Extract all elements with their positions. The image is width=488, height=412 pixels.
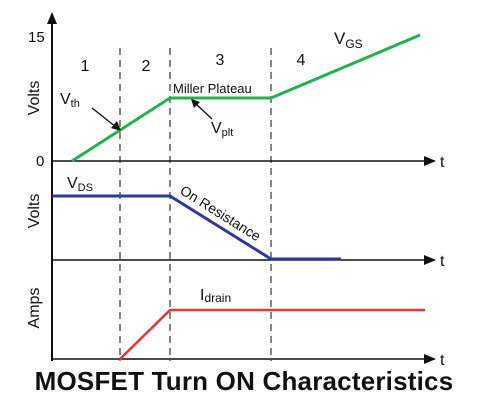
vds-label-sub: DS bbox=[78, 182, 93, 194]
vplt-pointer-arrow bbox=[195, 103, 213, 120]
on-resistance-label: On Resistance bbox=[177, 182, 264, 244]
middle-time-axis-label: t bbox=[440, 253, 445, 270]
vgs-curve bbox=[71, 33, 421, 163]
vplt-label-main: V bbox=[211, 120, 222, 137]
vds-label-main: V bbox=[67, 175, 78, 192]
idrain-label-main: I bbox=[200, 287, 204, 304]
middle-y-axis-label: Volts bbox=[26, 194, 43, 229]
vth-label: Vth bbox=[60, 91, 80, 110]
vplt-label-sub: plt bbox=[222, 127, 234, 139]
bottom-y-axis-label: Amps bbox=[26, 288, 43, 329]
vgs-label-main: V bbox=[334, 29, 346, 48]
vplt-label: Vplt bbox=[211, 120, 233, 139]
top-y-tick-zero: 0 bbox=[36, 153, 44, 170]
vth-label-main: V bbox=[60, 91, 71, 108]
vds-label: VDS bbox=[67, 175, 93, 194]
top-time-axis-arrowhead bbox=[424, 156, 436, 166]
vds-curve bbox=[52, 194, 341, 261]
bottom-time-axis-arrowhead bbox=[424, 354, 436, 364]
idrain-label: Idrain bbox=[200, 287, 231, 305]
vplt-pointer-arrowhead bbox=[191, 99, 200, 108]
region-label-1: 1 bbox=[81, 58, 90, 75]
vth-pointer-arrow bbox=[91, 107, 117, 128]
middle-time-axis-arrowhead bbox=[424, 255, 436, 265]
top-time-axis-label: t bbox=[440, 154, 445, 171]
top-y-axis-label: Volts bbox=[26, 81, 43, 116]
region-label-4: 4 bbox=[297, 52, 306, 69]
top-y-tick-max: 15 bbox=[28, 29, 45, 46]
vth-pointer-arrowhead bbox=[111, 121, 121, 131]
figure-caption: MOSFET Turn ON Characteristics bbox=[34, 366, 454, 396]
bottom-time-axis-label: t bbox=[440, 352, 445, 369]
vth-label-sub: th bbox=[71, 98, 80, 110]
vgs-label: VGS bbox=[334, 29, 363, 51]
vgs-label-sub: GS bbox=[345, 37, 362, 51]
idrain-label-sub: drain bbox=[204, 291, 231, 305]
miller-plateau-label: Miller Plateau bbox=[173, 81, 252, 96]
y-axis-arrowhead bbox=[47, 12, 57, 24]
region-label-2: 2 bbox=[142, 58, 151, 75]
idrain-curve bbox=[119, 308, 425, 360]
region-label-3: 3 bbox=[216, 52, 225, 69]
